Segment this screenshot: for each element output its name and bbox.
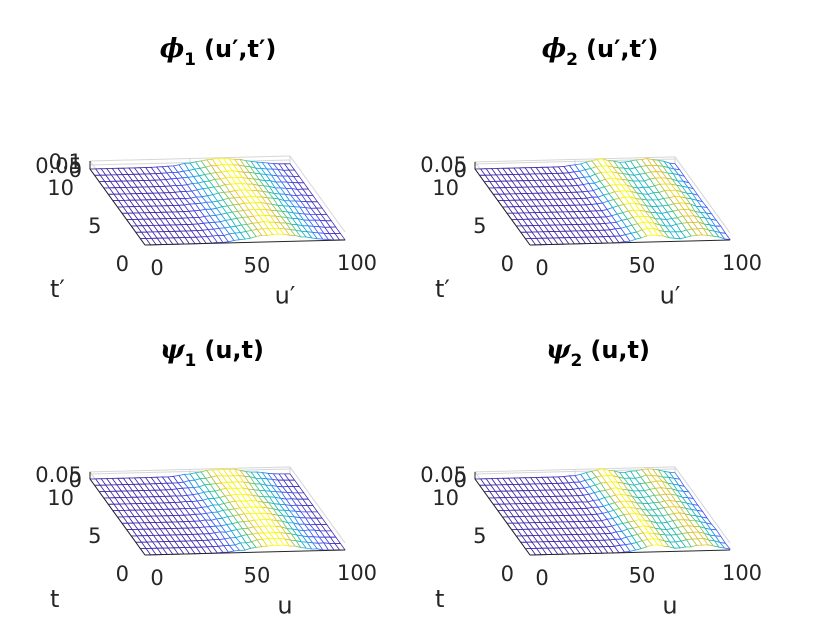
plot-title: ψ1 (u,t) <box>160 335 264 371</box>
title-args: (u′,t′) <box>204 35 276 63</box>
title-subscript: 2 <box>571 351 583 371</box>
title-symbol: ϕ <box>542 34 566 64</box>
y-tick-label: 10 <box>47 486 74 510</box>
surface-mesh <box>89 157 346 246</box>
z-tick-label: 0 <box>454 468 467 492</box>
y-tick-label: 0 <box>116 562 129 586</box>
x-tick-label: 100 <box>722 251 762 275</box>
y-tick-label: 0 <box>116 252 129 276</box>
title-symbol: ψ <box>546 335 572 365</box>
x-axis-label: u <box>277 592 292 620</box>
x-tick-label: 0 <box>150 256 163 280</box>
title-subscript: 2 <box>566 50 578 70</box>
y-tick-label: 0 <box>501 252 514 276</box>
x-tick-label: 100 <box>337 251 377 275</box>
x-tick-label: 50 <box>244 564 271 588</box>
z-tick-label: 0.05 <box>35 154 82 178</box>
title-args: (u′,t′) <box>586 35 658 63</box>
title-args: (u,t) <box>204 336 264 364</box>
axis-lines <box>89 161 346 246</box>
z-tick-label: 0 <box>69 468 82 492</box>
x-tick-label: 50 <box>629 564 656 588</box>
y-tick-label: 10 <box>432 176 459 200</box>
y-axis-label: t′ <box>435 275 450 303</box>
y-tick-label: 0 <box>501 562 514 586</box>
title-symbol: ψ <box>160 335 186 365</box>
surface-mesh <box>474 468 731 556</box>
z-tick-label: 0.05 <box>420 153 467 177</box>
plot-title: ψ2 (u,t) <box>546 335 650 371</box>
axis-lines <box>89 471 346 556</box>
x-tick-label: 50 <box>244 254 271 278</box>
y-tick-label: 10 <box>432 486 459 510</box>
z-tick-label: 0.05 <box>420 463 467 487</box>
title-symbol: ϕ <box>160 34 184 64</box>
x-tick-label: 0 <box>535 256 548 280</box>
z-tick-label: 0 <box>454 158 467 182</box>
y-tick-label: 5 <box>88 524 101 548</box>
axis-lines <box>474 161 731 246</box>
y-tick-label: 10 <box>47 176 74 200</box>
surface-mesh <box>474 157 731 246</box>
title-args: (u,t) <box>590 336 650 364</box>
surface-mesh <box>89 468 346 556</box>
y-axis-label: t <box>50 585 59 613</box>
z-tick-label: 0 <box>69 158 82 182</box>
axis-lines <box>474 471 731 556</box>
x-axis-label: u′ <box>275 282 296 310</box>
z-tick-label: 0.05 <box>35 463 82 487</box>
y-tick-label: 5 <box>88 214 101 238</box>
title-subscript: 1 <box>184 50 196 70</box>
y-axis-label: t <box>435 585 444 613</box>
x-tick-label: 100 <box>337 561 377 585</box>
plot-title: ϕ1 (u′,t′) <box>160 34 277 70</box>
z-tick-label: 0.1 <box>49 150 82 174</box>
x-tick-label: 0 <box>150 566 163 590</box>
x-axis-label: u′ <box>660 282 681 310</box>
x-tick-label: 0 <box>535 566 548 590</box>
x-tick-label: 100 <box>722 561 762 585</box>
y-axis-label: t′ <box>50 275 65 303</box>
x-tick-label: 50 <box>629 254 656 278</box>
y-tick-label: 5 <box>473 524 486 548</box>
plot-title: ϕ2 (u′,t′) <box>542 34 659 70</box>
title-subscript: 1 <box>185 351 197 371</box>
y-tick-label: 5 <box>473 214 486 238</box>
x-axis-label: u <box>662 592 677 620</box>
